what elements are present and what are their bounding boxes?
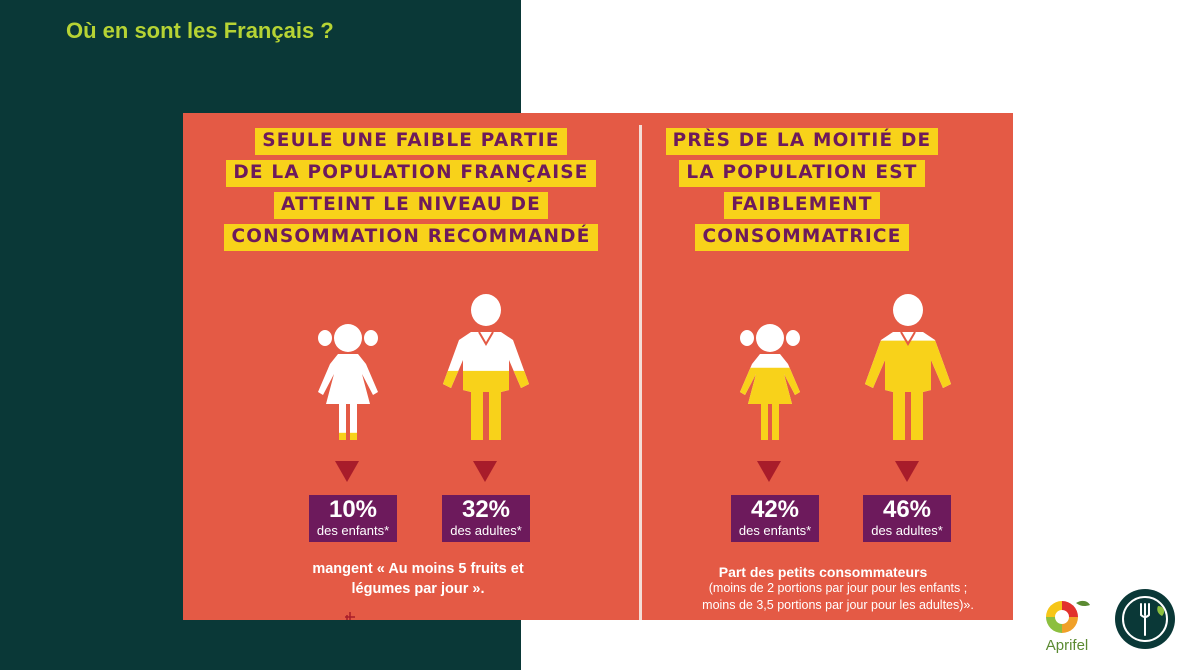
- right-caption-note-line-2: moins de 3,5 portions par jour pour les …: [702, 598, 974, 612]
- right-caption-note: (moins de 2 portions par jour pour les e…: [663, 580, 1013, 614]
- stat-value: 32%: [461, 496, 511, 523]
- fruit-circle-icon: [1046, 600, 1090, 633]
- stat-value: 46%: [882, 496, 932, 523]
- stat-children-left: 10% des enfants*: [309, 495, 397, 542]
- right-banner-line-2: LA POPULATION EST: [679, 160, 925, 187]
- infographic-panel: SEULE UNE FAIBLE PARTIE DE LA POPULATION…: [183, 113, 1013, 620]
- right-caption-note-line-1: (moins de 2 portions par jour pour les e…: [708, 581, 968, 595]
- left-banner-line-3: ATTEINT LE NIVEAU DE: [273, 192, 548, 219]
- stat-label: des enfants*: [738, 523, 812, 538]
- left-banner-line-2: DE LA POPULATION FRANÇAISE: [226, 160, 596, 187]
- child-figure-icon: [318, 324, 378, 440]
- stat-adults-left: 32% des adultes*: [442, 495, 530, 542]
- stat-adults-right: 46% des adultes*: [863, 495, 951, 542]
- slide-title: Où en sont les Français ?: [66, 18, 334, 43]
- stat-label: des adultes*: [871, 523, 943, 538]
- right-banner-line-4: CONSOMMATRICE: [695, 224, 909, 251]
- panel-divider: [639, 125, 642, 620]
- stat-label: des adultes*: [450, 523, 522, 538]
- right-banner-line-3: FAIBLEMENT: [724, 192, 880, 219]
- stat-value: 10%: [328, 496, 378, 523]
- left-caption: mangent « Au moins 5 fruits et légumes p…: [283, 559, 553, 599]
- right-banner-line-1: PRÈS DE LA MOITIÉ DE: [665, 128, 939, 155]
- aprifel-logo: Aprifel: [1036, 597, 1098, 663]
- right-banner: PRÈS DE LA MOITIÉ DE LA POPULATION EST F…: [642, 128, 962, 251]
- stat-children-right: 42% des enfants*: [731, 495, 819, 542]
- down-arrow-icon: [335, 461, 359, 482]
- left-banner-line-4: CONSOMMATION RECOMMANDÉ: [224, 224, 598, 251]
- left-banner: SEULE UNE FAIBLE PARTIE DE LA POPULATION…: [183, 128, 639, 251]
- left-caption-line-2: légumes par jour ».: [351, 581, 485, 597]
- left-banner-line-1: SEULE UNE FAIBLE PARTIE: [255, 128, 567, 155]
- down-arrow-icon: [473, 461, 497, 482]
- aprifel-wordmark: Aprifel: [1045, 637, 1089, 654]
- adult-figure-icon: [443, 294, 529, 440]
- stat-label: des enfants*: [316, 523, 390, 538]
- right-caption-title: Part des petits consommateurs: [718, 564, 928, 580]
- adult-figure-icon: [865, 294, 951, 440]
- fork-plate-icon: [1115, 589, 1175, 649]
- cropped-mark-icon: [345, 612, 355, 620]
- down-arrow-icon: [757, 461, 781, 482]
- down-arrow-icon: [895, 461, 919, 482]
- left-caption-line-1: mangent « Au moins 5 fruits et: [312, 561, 524, 577]
- stat-value: 42%: [750, 496, 800, 523]
- child-figure-icon: [740, 324, 800, 440]
